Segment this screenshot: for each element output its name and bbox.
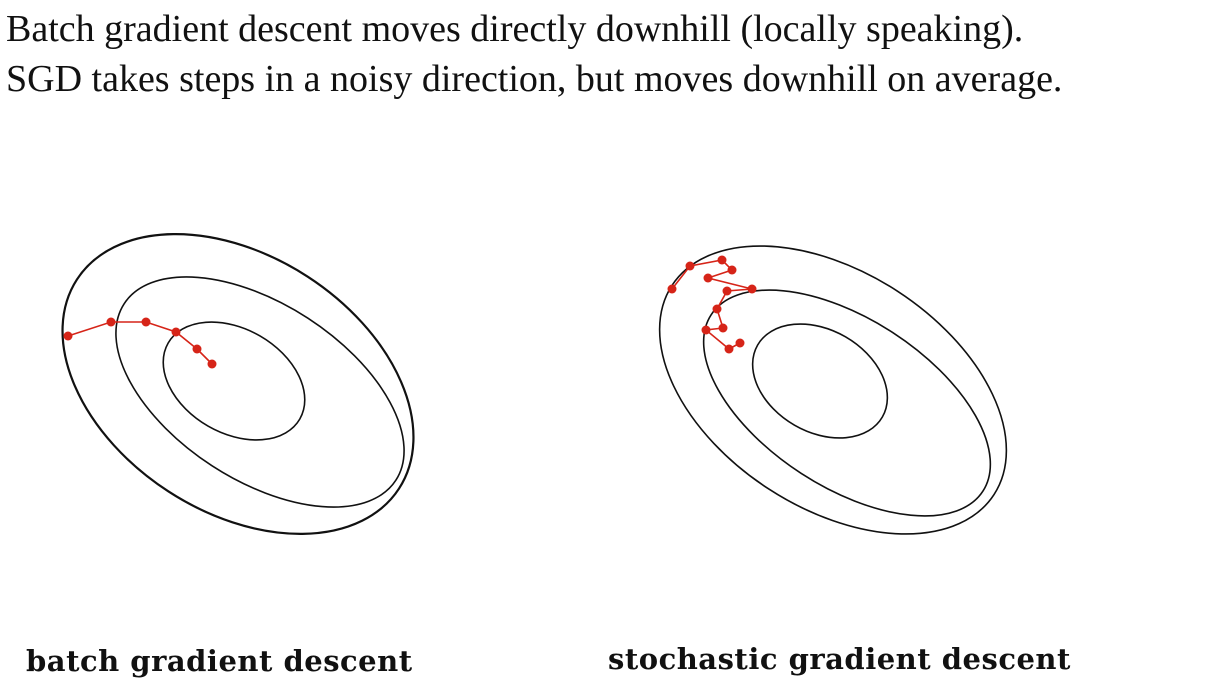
sgd-contours (658, 245, 1008, 535)
sgd-step-point (747, 284, 757, 294)
batch-panel (61, 233, 415, 535)
batch-contour-middle (115, 276, 405, 508)
sgd-step-point (701, 325, 711, 335)
batch-contour-outer (61, 233, 415, 535)
batch-contour-inner (162, 321, 306, 441)
intro-text: Batch gradient descent moves directly do… (6, 6, 1206, 103)
sgd-step-point (685, 261, 695, 271)
sgd-step-point (735, 338, 745, 348)
batch-contours (61, 233, 415, 535)
batch-step-point (171, 327, 181, 337)
sgd-step-point (722, 286, 732, 296)
sgd-step-point (717, 255, 727, 265)
batch-step-point (207, 359, 217, 369)
sgd-step-point (727, 265, 737, 275)
sgd-contour-outer (658, 245, 1008, 535)
sgd-step-point (712, 304, 722, 314)
sgd-step-point (703, 273, 713, 283)
sgd-panel (658, 245, 1008, 535)
batch-step-point (106, 317, 116, 327)
batch-step-point (63, 331, 73, 341)
batch-caption: batch gradient descent (26, 644, 413, 678)
batch-step-point (192, 344, 202, 354)
batch-path-line (67, 321, 213, 365)
sgd-step-point (724, 344, 734, 354)
sgd-contour-inner (751, 323, 889, 439)
sgd-contour-middle (702, 289, 992, 517)
sgd-step-point (718, 323, 728, 333)
sgd-caption: stochastic gradient descent (608, 642, 1071, 676)
intro-line-sgd: SGD takes steps in a noisy direction, bu… (6, 57, 1063, 100)
sgd-descent-path (667, 255, 757, 354)
sgd-path-line (671, 259, 753, 350)
sgd-step-point (667, 284, 677, 294)
batch-step-point (141, 317, 151, 327)
batch-descent-path (63, 317, 217, 369)
intro-line-batch: Batch gradient descent moves directly do… (6, 8, 1024, 50)
